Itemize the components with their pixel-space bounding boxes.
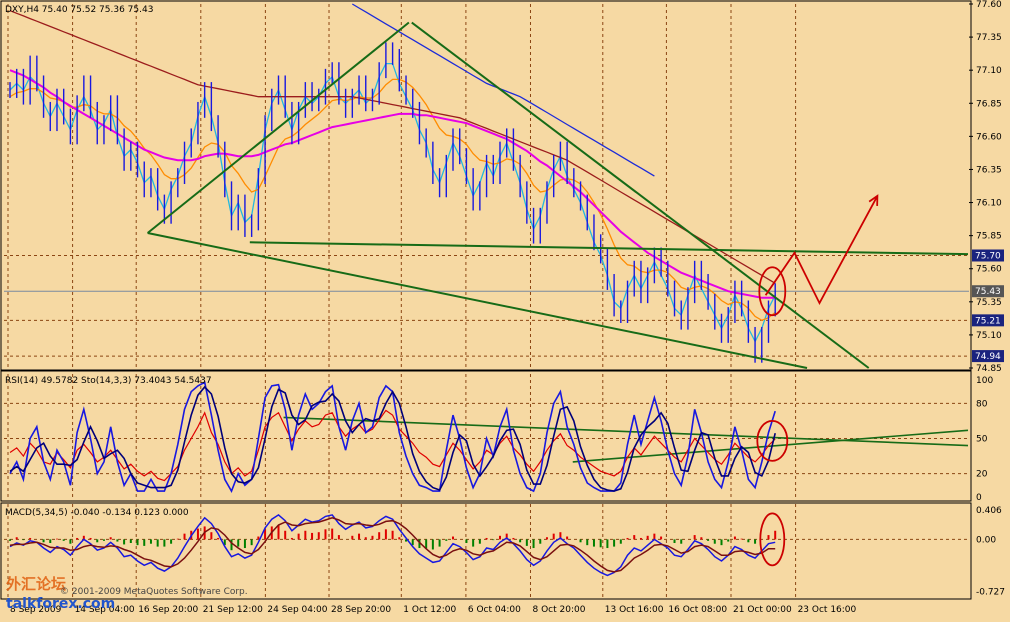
macd-series <box>9 513 777 577</box>
x-tick-label: 16 Sep 20:00 <box>138 605 198 615</box>
price-badge <box>972 350 1004 363</box>
price-tick-label: 76.10 <box>976 199 1002 209</box>
watermark-site: talkforex.com <box>6 596 115 612</box>
price-panel-title: DXY,H4 75.40 75.52 75.36 75.43 <box>5 5 153 15</box>
x-tick-label: 14 Sep 04:00 <box>75 605 135 615</box>
price-tick-label: 75.60 <box>976 265 1002 275</box>
axis-labels: 8 Sep 2009 14 Sep 04:00 16 Sep 20:00 21 Sep… <box>10 0 1005 615</box>
projection-arrowhead <box>868 194 879 206</box>
price-tick-label: 75.10 <box>976 331 1002 341</box>
price-tick-label: 75.35 <box>976 298 1002 308</box>
annotations <box>756 194 879 567</box>
x-tick-label: 1 Oct 12:00 <box>403 605 456 615</box>
x-tick-label: 6 Oct 04:00 <box>468 605 521 615</box>
rsi-line-sto-signal <box>9 385 776 492</box>
price-tick-label: 77.35 <box>976 33 1002 43</box>
price-tick-label: 76.85 <box>976 99 1002 109</box>
x-tick-label: 24 Sep 04:00 <box>267 605 327 615</box>
highlight-ellipse-2 <box>759 512 786 567</box>
copyright-text: © 2001-2009 MetaQuotes Software Corp. <box>60 587 248 597</box>
macd-tick-label: 0.00 <box>976 535 996 545</box>
overlay-ma-fast <box>9 62 776 343</box>
trend-lines <box>147 21 969 463</box>
price-badge <box>972 285 1004 298</box>
overlay-ma-dark-red <box>9 9 776 284</box>
projection-path <box>764 195 879 306</box>
macd-line-signal-line <box>9 517 776 573</box>
macd-panel[interactable] <box>0 502 972 600</box>
trend-line <box>147 232 808 369</box>
macd-line-macd-line <box>9 513 776 577</box>
rsi-trend-line <box>283 416 969 447</box>
rsi-line-sto-main <box>9 381 776 493</box>
rsi-tick-label: 100 <box>976 376 993 386</box>
price-tick-label: 76.35 <box>976 165 1002 175</box>
price-panel[interactable] <box>0 0 972 371</box>
price-badge <box>972 249 1004 262</box>
highlight-ellipse-1 <box>756 419 789 462</box>
rsi-line-rsi-14- <box>9 409 776 482</box>
x-tick-label: 16 Oct 08:00 <box>668 605 727 615</box>
price-badge <box>972 314 1004 327</box>
macd-tick-label: -0.727 <box>976 588 1005 598</box>
price-series <box>9 42 776 363</box>
rsi-series <box>9 381 776 493</box>
trend-line <box>249 241 969 256</box>
watermark-chinese: 外汇论坛 <box>5 575 66 593</box>
x-tick-label: 8 Oct 20:00 <box>532 605 585 615</box>
x-tick-label: 21 Oct 00:00 <box>733 605 792 615</box>
rsi-tick-label: 50 <box>976 435 988 445</box>
price-tick-label: 74.85 <box>976 364 1002 374</box>
macd-tick-label: 0.406 <box>976 506 1002 516</box>
price-tick-label: 76.60 <box>976 132 1002 142</box>
price-tick-label: 77.10 <box>976 66 1002 76</box>
rsi-tick-label: 20 <box>976 470 988 480</box>
price-badge-label: 75.21 <box>975 316 1001 326</box>
x-tick-label: 21 Sep 12:00 <box>203 605 263 615</box>
trend-line <box>147 21 410 234</box>
rsi-panel[interactable] <box>0 370 972 502</box>
x-tick-label: 28 Sep 20:00 <box>331 605 391 615</box>
price-badge-label: 75.70 <box>975 251 1001 261</box>
price-tick-label: 75.85 <box>976 232 1002 242</box>
rsi-tick-label: 0 <box>976 493 982 503</box>
overlay-ma-blue <box>351 3 655 177</box>
x-tick-label: 23 Oct 16:00 <box>798 605 857 615</box>
price-badge-label: 75.43 <box>975 287 1001 297</box>
price-tick-label: 77.60 <box>976 0 1002 10</box>
macd-panel-title: MACD(5,34,5) -0.040 -0.134 0.123 0.000 <box>5 508 189 518</box>
trend-line <box>411 21 870 369</box>
highlight-ellipse-0 <box>758 266 787 317</box>
x-tick-label: 8 Sep 2009 <box>10 605 62 615</box>
price-badge-label: 74.94 <box>975 352 1001 362</box>
rsi-trend-line <box>572 429 969 463</box>
x-tick-label: 13 Oct 16:00 <box>605 605 664 615</box>
rsi-tick-label: 80 <box>976 399 988 409</box>
rsi-panel-title: RSI(14) 49.5782 Sto(14,3,3) 73.4043 54.5… <box>5 376 212 386</box>
